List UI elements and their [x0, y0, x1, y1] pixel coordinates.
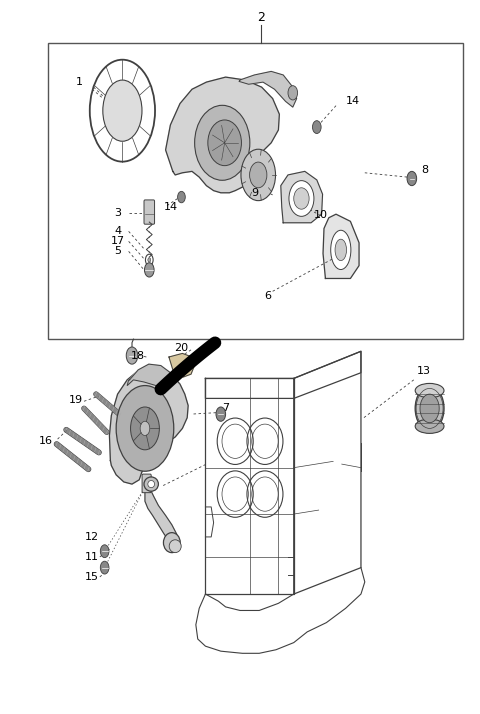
- Polygon shape: [205, 351, 361, 398]
- Circle shape: [288, 86, 298, 100]
- Circle shape: [126, 347, 138, 364]
- Text: 16: 16: [38, 436, 53, 446]
- FancyBboxPatch shape: [144, 200, 155, 224]
- Circle shape: [148, 258, 151, 262]
- Polygon shape: [169, 353, 194, 377]
- Circle shape: [216, 407, 226, 421]
- FancyBboxPatch shape: [142, 474, 151, 493]
- Circle shape: [131, 407, 159, 450]
- Ellipse shape: [331, 230, 351, 269]
- Text: 6: 6: [264, 291, 271, 301]
- Polygon shape: [166, 77, 279, 193]
- Text: 14: 14: [346, 96, 360, 106]
- Polygon shape: [109, 366, 188, 484]
- Circle shape: [420, 394, 439, 423]
- Text: 1: 1: [76, 77, 83, 87]
- Text: 20: 20: [174, 343, 189, 353]
- Circle shape: [100, 561, 109, 574]
- Ellipse shape: [415, 386, 444, 431]
- Circle shape: [250, 162, 267, 188]
- Text: 10: 10: [313, 210, 328, 220]
- Ellipse shape: [294, 188, 309, 209]
- Bar: [48, 43, 463, 339]
- Circle shape: [407, 171, 417, 186]
- Text: 4: 4: [114, 226, 121, 236]
- Polygon shape: [281, 171, 323, 223]
- Text: 17: 17: [110, 236, 125, 246]
- Circle shape: [116, 386, 174, 471]
- Ellipse shape: [415, 383, 444, 398]
- Ellipse shape: [148, 481, 155, 488]
- Ellipse shape: [103, 80, 142, 141]
- Circle shape: [144, 263, 154, 277]
- Text: 9: 9: [251, 188, 258, 198]
- Circle shape: [178, 191, 185, 203]
- Ellipse shape: [335, 239, 347, 261]
- Text: 15: 15: [85, 572, 99, 582]
- Polygon shape: [205, 378, 294, 594]
- Polygon shape: [145, 487, 177, 543]
- Ellipse shape: [144, 477, 158, 491]
- Text: 12: 12: [85, 532, 99, 542]
- Ellipse shape: [169, 540, 181, 553]
- Text: 18: 18: [131, 351, 145, 361]
- Text: 13: 13: [416, 366, 431, 376]
- Polygon shape: [127, 364, 172, 390]
- Text: 11: 11: [85, 552, 99, 562]
- Ellipse shape: [289, 181, 314, 216]
- Circle shape: [312, 121, 321, 134]
- Ellipse shape: [208, 120, 241, 166]
- Text: 8: 8: [421, 165, 428, 175]
- Text: 2: 2: [257, 11, 264, 24]
- Circle shape: [140, 421, 150, 436]
- Polygon shape: [323, 214, 359, 278]
- Polygon shape: [294, 351, 361, 594]
- Text: 14: 14: [163, 202, 178, 212]
- Text: 7: 7: [222, 403, 229, 413]
- Ellipse shape: [415, 419, 444, 433]
- Ellipse shape: [195, 105, 250, 180]
- Text: 5: 5: [114, 246, 121, 256]
- Circle shape: [100, 545, 109, 558]
- Text: 19: 19: [69, 395, 83, 405]
- Ellipse shape: [163, 533, 180, 553]
- Circle shape: [241, 149, 276, 201]
- Polygon shape: [239, 71, 297, 107]
- Text: 3: 3: [114, 208, 121, 218]
